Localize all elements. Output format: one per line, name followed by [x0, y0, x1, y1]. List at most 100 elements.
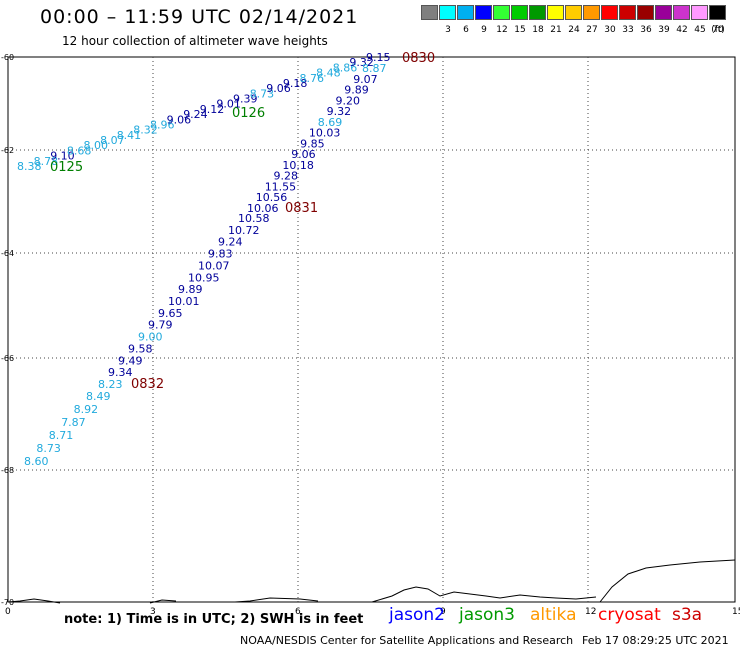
swh-value: 11.55 — [265, 181, 297, 194]
swh-value: 9.24 — [183, 108, 208, 121]
legend-swatch — [439, 5, 456, 20]
swh-value: 9.12 — [200, 103, 225, 116]
legend-label: 45 — [694, 25, 706, 35]
satellite-name: jason3 — [459, 605, 515, 625]
swh-value: 8.00 — [84, 139, 109, 152]
swh-value: 9.06 — [266, 82, 291, 95]
swh-value: 9.20 — [336, 94, 361, 107]
latitude-label: -64 — [1, 249, 14, 258]
legend-swatch — [547, 5, 564, 20]
swh-value: 8.69 — [318, 116, 343, 129]
legend-swatch — [655, 5, 672, 20]
legend-label: 36 — [640, 25, 652, 35]
legend-swatch — [475, 5, 492, 20]
legend-swatch — [565, 5, 582, 20]
legend-label: 27 — [586, 25, 598, 35]
legend-label: 21 — [550, 25, 562, 35]
swh-value: 8.49 — [86, 390, 111, 403]
legend-label: 3 — [445, 25, 451, 35]
legend-swatch — [529, 5, 546, 20]
swh-value: 8.23 — [98, 378, 123, 391]
pass-label: 0126 — [232, 106, 265, 121]
longitude-label: 0 — [5, 607, 11, 617]
legend-label: 39 — [658, 25, 670, 35]
longitude-label: 6 — [295, 607, 301, 617]
swh-value: 9.58 — [128, 342, 153, 355]
legend-label: 30 — [604, 25, 616, 35]
swh-value: 8.38 — [17, 160, 42, 173]
swh-value: 10.56 — [256, 191, 287, 204]
legend-swatch — [511, 5, 528, 20]
credit-text: NOAA/NESDIS Center for Satellite Applica… — [240, 634, 574, 647]
swh-value: 9.24 — [218, 236, 243, 249]
legend-swatch — [673, 5, 690, 20]
map-frame — [7, 56, 736, 603]
swh-value: 8.73 — [250, 87, 275, 100]
swh-value: 8.92 — [74, 403, 99, 416]
latitude-label: -62 — [1, 146, 14, 155]
legend-label: 18 — [532, 25, 544, 35]
swh-value: 8.87 — [362, 62, 387, 75]
swh-value: 9.15 — [366, 51, 391, 64]
legend-label: 15 — [514, 25, 526, 35]
swh-value: 9.06 — [167, 113, 192, 126]
swh-value: 10.06 — [247, 202, 279, 215]
longitude-label: 15 — [732, 607, 740, 617]
latitude-label: -70 — [1, 598, 14, 607]
swh-value: 9.00 — [138, 331, 163, 344]
pass-label: 0832 — [131, 377, 164, 392]
legend-label: 12 — [496, 25, 508, 35]
swh-value: 9.39 — [233, 93, 258, 106]
swh-value: 8.68 — [67, 144, 92, 157]
legend-swatch — [421, 5, 438, 20]
swh-value: 8.41 — [117, 129, 142, 142]
swh-value: 8.48 — [316, 67, 341, 80]
satellite-name: cryosat — [598, 605, 661, 625]
swh-value: 9.06 — [291, 148, 316, 161]
satellite-name: jason2 — [389, 605, 445, 625]
swh-value: 9.10 — [50, 150, 74, 163]
footer-note: note: 1) Time is in UTC; 2) SWH is in fe… — [64, 612, 364, 627]
legend-swatch — [457, 5, 474, 20]
swh-value: 8.86 — [333, 61, 358, 74]
swh-value: 9.32 — [349, 56, 374, 69]
swh-value: 10.58 — [238, 212, 270, 225]
legend-label: 70 — [712, 25, 724, 35]
swh-value: 9.34 — [108, 366, 133, 379]
legend-swatch — [493, 5, 510, 20]
swh-value: 9.89 — [344, 84, 369, 97]
pass-label: 0830 — [402, 51, 435, 66]
legend-swatch — [601, 5, 618, 20]
pass-label: 0831 — [285, 201, 318, 216]
coastline — [7, 559, 736, 604]
legend-swatch — [637, 5, 654, 20]
swh-value: 8.76 — [300, 72, 325, 85]
pass-label: 0125 — [50, 160, 83, 175]
swh-value: 10.95 — [188, 271, 220, 284]
longitude-label: 12 — [585, 607, 596, 617]
longitude-label: 9 — [440, 607, 446, 617]
graticule-grid — [7, 56, 736, 603]
swh-value: 10.18 — [282, 159, 314, 172]
swh-value: 8.96 — [150, 119, 175, 132]
latitude-label: -68 — [1, 466, 14, 475]
swh-value: 9.89 — [178, 283, 203, 296]
swh-value: 9.32 — [327, 105, 352, 118]
legend-label: 24 — [568, 25, 580, 35]
swh-value: 9.79 — [148, 319, 173, 332]
legend-label: 9 — [481, 25, 487, 35]
legend-swatch — [619, 5, 636, 20]
legend-swatch — [583, 5, 600, 20]
generation-timestamp: Feb 17 08:29:25 UTC 2021 — [582, 634, 729, 647]
legend-swatch — [691, 5, 708, 20]
longitude-label: 3 — [150, 607, 156, 617]
swh-value: 8.71 — [49, 429, 74, 442]
swh-value: 9.01 — [216, 98, 241, 111]
swh-value: 9.07 — [353, 73, 378, 86]
map-title: 00:00 – 11:59 UTC 02/14/2021 — [40, 6, 359, 28]
swh-value: 9.28 — [274, 170, 299, 183]
latitude-label: -66 — [1, 354, 14, 363]
legend-unit: (ft) — [711, 25, 725, 35]
swh-value: 8.73 — [36, 442, 61, 455]
legend-label: 42 — [676, 25, 688, 35]
